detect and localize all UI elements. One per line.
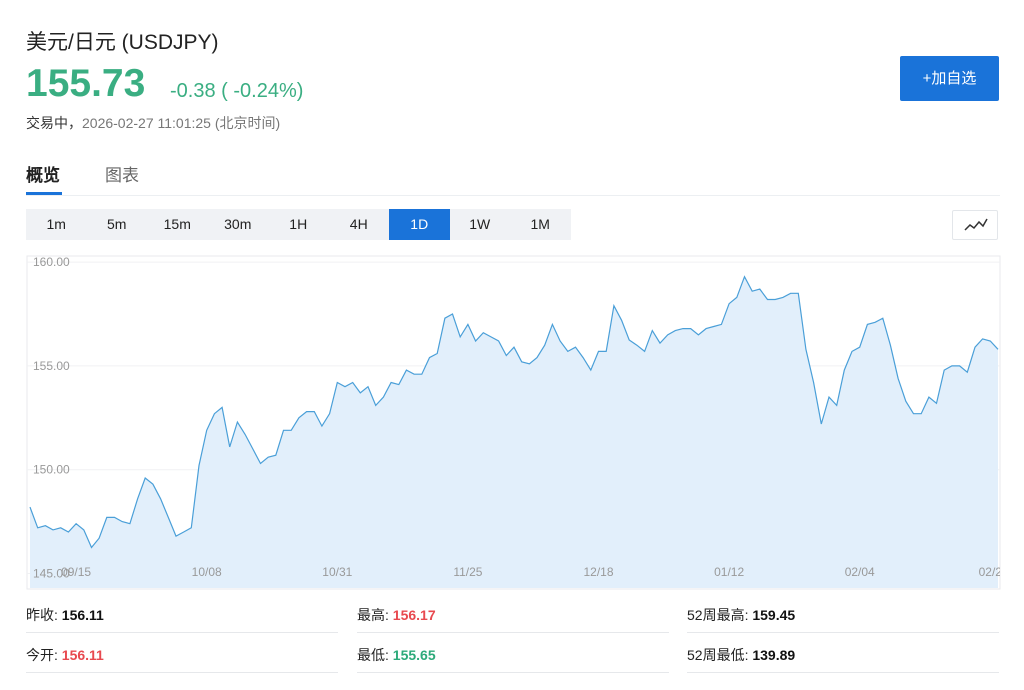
add-watchlist-button[interactable]: +加自选 (900, 56, 999, 101)
price: 155.73 (26, 62, 146, 105)
stat-value: 156.11 (61, 607, 104, 623)
stat: 今开: 156.11 (26, 645, 104, 665)
x-tick-label: 10/08 (192, 565, 222, 579)
divider (26, 672, 338, 673)
stat-value: 139.89 (752, 647, 796, 663)
chart-style-button[interactable] (952, 210, 998, 240)
y-tick-label: 145.00 (33, 566, 70, 580)
divider (357, 672, 669, 673)
stat: 52周最低: 139.89 (687, 645, 795, 665)
stat-value: 156.11 (61, 647, 104, 663)
stat-label: 52周最低: (687, 647, 749, 663)
x-tick-label: 09/15 (61, 565, 91, 579)
y-tick-label: 155.00 (33, 359, 70, 373)
stat-value: 159.45 (752, 607, 796, 623)
x-tick-label: 01/12 (714, 565, 744, 579)
stat-label: 最高: (357, 607, 389, 623)
timestamp: 2026-02-27 11:01:25 (北京时间) (82, 115, 281, 131)
status: 交易中，2026-02-27 11:01:25 (北京时间) (26, 113, 280, 133)
stat: 最高: 156.17 (357, 605, 436, 625)
stat-value: 156.17 (392, 607, 436, 623)
period-button[interactable]: 15m (163, 216, 191, 232)
divider (357, 632, 669, 633)
tab-indicator (26, 192, 62, 195)
period-bar: 1m 5m 15m 30m 1H 4H 1D 1W 1M (26, 209, 571, 240)
x-tick-label: 10/31 (322, 565, 352, 579)
y-tick-label: 150.00 (33, 463, 70, 477)
period-button[interactable]: 5m (107, 216, 127, 232)
period-button[interactable]: 1D (389, 209, 450, 240)
period-button[interactable]: 4H (349, 216, 368, 232)
divider (26, 195, 1000, 196)
period-button[interactable]: 1H (289, 216, 308, 232)
stat-value: 155.65 (392, 647, 436, 663)
stat: 最低: 155.65 (357, 645, 436, 665)
period-button[interactable]: 1M (530, 216, 550, 232)
divider (687, 672, 999, 673)
stat: 52周最高: 159.45 (687, 605, 795, 625)
status-text: 交易中， (26, 115, 82, 131)
tab[interactable]: 图表 (105, 166, 139, 185)
x-tick-label: 02/04 (845, 565, 875, 579)
x-tick-label: 02/2 (979, 565, 1003, 579)
stat-label: 昨收: (26, 607, 58, 623)
chart: 145.00 150.00 155.00 160.00 09/15 10/08 10/31 1… (26, 255, 1003, 590)
y-tick-label: 160.00 (33, 255, 70, 269)
period-button[interactable]: 1m (46, 216, 66, 232)
x-tick-label: 11/25 (453, 565, 482, 579)
period-button[interactable]: 1W (469, 216, 491, 232)
period-button[interactable]: 30m (224, 216, 252, 232)
stat-label: 52周最高: (687, 607, 749, 623)
x-tick-label: 12/18 (583, 565, 613, 579)
stat-label: 最低: (357, 647, 389, 663)
divider (687, 632, 999, 633)
icon (964, 218, 988, 231)
line (29, 275, 999, 549)
change: -0.38 ( -0.24%) (170, 80, 304, 102)
area (30, 276, 998, 588)
stat-label: 今开: (26, 647, 58, 663)
title: 美元/日元 (USDJPY) (26, 31, 219, 54)
tab[interactable]: 概览 (26, 166, 60, 185)
divider (26, 632, 338, 633)
stat: 昨收: 156.11 (26, 605, 104, 625)
